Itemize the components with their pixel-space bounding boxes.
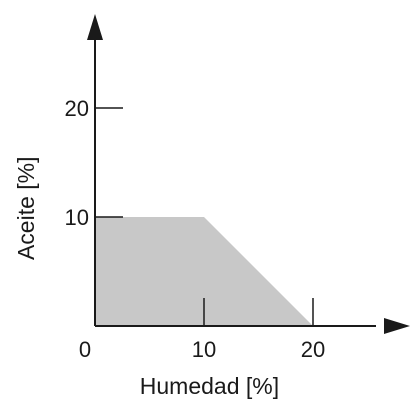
y-axis-arrow <box>87 14 103 40</box>
x-tick-label: 20 <box>301 337 325 362</box>
y-tick-label: 20 <box>65 96 89 121</box>
y-axis-title: Aceite [%] <box>13 157 39 261</box>
y-tick-label: 10 <box>65 205 89 230</box>
x-axis-title: Humedad [%] <box>140 373 279 399</box>
x-tick-label: 10 <box>192 337 216 362</box>
allowed-region <box>95 217 313 326</box>
x-ticks: 0 10 20 <box>79 298 325 362</box>
x-tick-label: 0 <box>79 337 91 362</box>
x-axis-arrow <box>384 318 410 334</box>
y-ticks: 10 20 <box>65 96 123 230</box>
